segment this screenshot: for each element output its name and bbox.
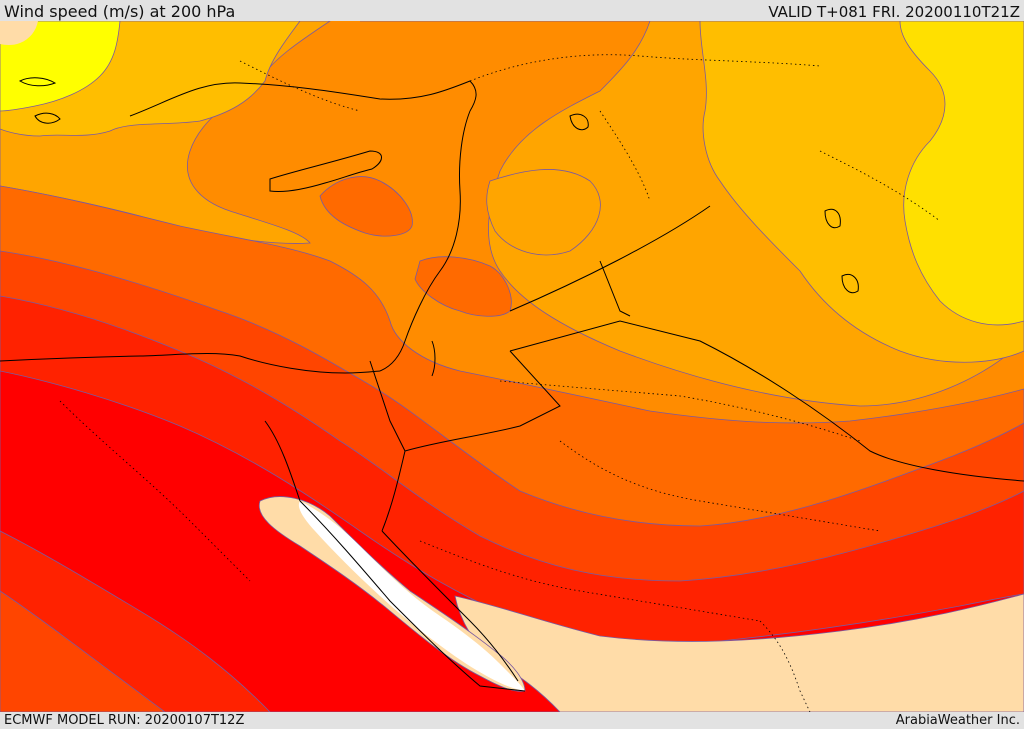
wind-speed-map (0, 21, 1024, 712)
border-jordan-sa (404, 350, 561, 452)
band-gold-east (899, 21, 1024, 326)
band-red-orange-southwest (0, 590, 166, 712)
border-jordan-saudi (599, 260, 631, 317)
map-title: Wind speed (m/s) at 200 hPa (4, 2, 236, 21)
coast-aqaba (381, 450, 406, 532)
band-amber-east (486, 169, 601, 256)
band-peach-corner (0, 21, 38, 45)
valid-time: VALID T+081 FRI. 20200110T21Z (768, 3, 1020, 21)
lake-iraq-2 (841, 274, 859, 294)
coast-redsea-west (299, 500, 526, 692)
border-dotted-4 (559, 440, 881, 532)
coast-egypt (0, 353, 381, 374)
island-aegean-2 (34, 112, 61, 124)
border-dotted-7 (59, 400, 251, 582)
border-dotted-3 (499, 380, 861, 442)
model-run-label: ECMWF MODEL RUN: 20200107T12Z (4, 713, 245, 728)
band-white-jetcore (298, 501, 525, 691)
coast-redsea-east (381, 530, 519, 682)
border-dotted-8 (239, 60, 361, 112)
coast-cyprus (269, 150, 382, 192)
footer-bar: ECMWF MODEL RUN: 20200107T12Z ArabiaWeat… (0, 712, 1024, 729)
coast-suez (264, 420, 301, 502)
lake-iraq-1 (824, 208, 841, 229)
island-aegean-1 (18, 77, 57, 87)
coast-turkey (129, 80, 477, 117)
header-bar: Wind speed (m/s) at 200 hPa VALID T+081 … (0, 0, 1024, 21)
credit-label: ArabiaWeather Inc. (895, 713, 1020, 728)
border-saudi-iraq (509, 320, 1024, 482)
coast-dead-sea (431, 340, 436, 377)
coast-levant (379, 110, 471, 372)
border-dotted-6 (759, 620, 811, 712)
border-dotted-9 (819, 150, 941, 222)
band-yellow-west (0, 21, 121, 112)
band-dark-orange-blob (319, 176, 413, 237)
border-iraq (509, 205, 711, 312)
lake-van (569, 113, 589, 131)
border-sinai (369, 360, 406, 452)
border-dotted-1 (469, 54, 821, 82)
